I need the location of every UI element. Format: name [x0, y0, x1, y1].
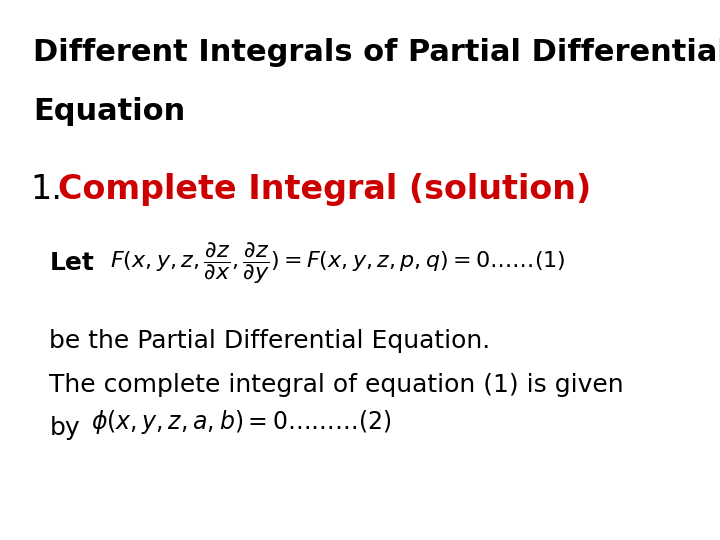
Text: The complete integral of equation (1) is given: The complete integral of equation (1) is…: [50, 373, 624, 396]
Text: $\phi(x, y, z, a, b) = 0 \ldots\ldots\ldots(2)$: $\phi(x, y, z, a, b) = 0 \ldots\ldots\ld…: [91, 408, 391, 436]
Text: Equation: Equation: [33, 97, 185, 126]
Text: 1.: 1.: [30, 173, 62, 206]
Text: $F(x, y, z, \dfrac{\partial z}{\partial x}, \dfrac{\partial z}{\partial y}) = F(: $F(x, y, z, \dfrac{\partial z}{\partial …: [110, 240, 565, 286]
Text: by: by: [50, 416, 80, 440]
Text: Let: Let: [50, 251, 94, 275]
Text: Different Integrals of Partial Differential: Different Integrals of Partial Different…: [33, 38, 720, 67]
Text: Complete Integral (solution): Complete Integral (solution): [58, 173, 591, 206]
Text: be the Partial Differential Equation.: be the Partial Differential Equation.: [50, 329, 491, 353]
